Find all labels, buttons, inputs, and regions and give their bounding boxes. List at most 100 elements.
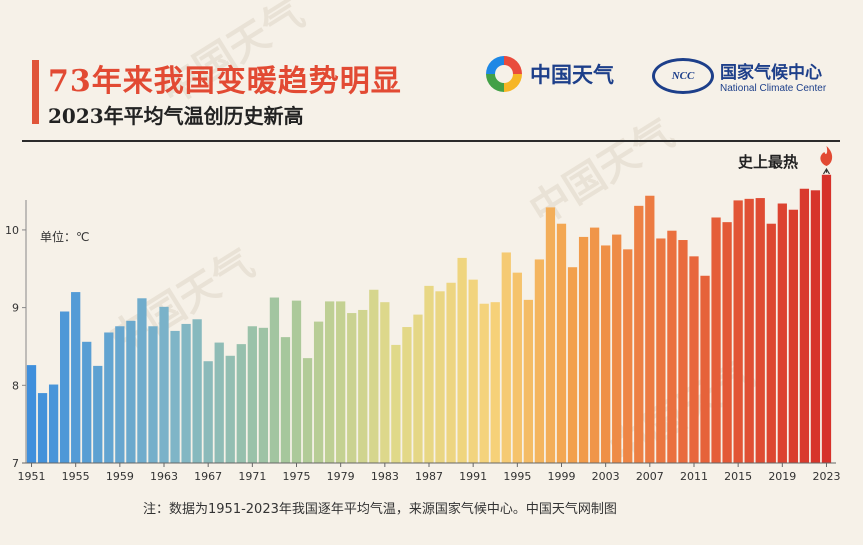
bar-1986: [413, 314, 423, 463]
bar-1963: [159, 306, 169, 463]
x-tick-label: 2007: [636, 470, 664, 483]
x-tick-label: 1959: [106, 470, 134, 483]
bar-2009: [667, 230, 677, 463]
bar-2008: [656, 238, 666, 463]
bar-1985: [402, 327, 412, 463]
x-tick-label: 2015: [724, 470, 752, 483]
bar-2015: [733, 200, 743, 463]
bar-2012: [700, 275, 710, 463]
bar-2000: [567, 267, 578, 463]
cma-logo-name: 中国天气: [530, 63, 614, 87]
bar-2022: [810, 190, 821, 464]
cma-logo: 中国天气: [486, 56, 614, 92]
bar-2018: [766, 223, 776, 463]
bar-1981: [358, 309, 368, 463]
x-tick-label: 1991: [459, 470, 487, 483]
chart-title: 73年来我国变暖趋势明显: [48, 64, 402, 99]
bar-1958: [104, 332, 114, 463]
x-tick-label: 1971: [238, 470, 266, 483]
chart-subtitle: 2023年平均气温创历史新高: [48, 104, 304, 128]
bar-2020: [788, 209, 798, 463]
bar-1966: [192, 319, 202, 463]
bar-1990: [457, 257, 467, 463]
bar-1984: [391, 344, 401, 463]
header-divider: [22, 140, 840, 142]
bar-2023: [821, 174, 832, 463]
bar-1979: [336, 301, 346, 463]
bar-1997: [534, 259, 545, 463]
bar-1998: [545, 207, 556, 463]
bar-2017: [755, 198, 765, 463]
x-tick-label: 2011: [680, 470, 708, 483]
bar-2021: [799, 188, 810, 463]
bar-2010: [678, 240, 688, 463]
bar-1964: [170, 330, 180, 463]
x-tick-label: 1983: [371, 470, 399, 483]
bar-1955: [71, 292, 81, 463]
bar-1978: [324, 301, 335, 463]
bar-1989: [446, 282, 456, 463]
bar-2019: [777, 203, 787, 463]
bar-2005: [623, 249, 633, 463]
bar-1961: [137, 298, 147, 463]
bar-2014: [722, 222, 732, 463]
bar-1977: [313, 321, 324, 463]
bar-1965: [181, 323, 191, 463]
record-annotation: 史上最热: [738, 153, 799, 171]
x-tick-label: 1995: [503, 470, 531, 483]
bar-1996: [523, 299, 533, 463]
bar-1953: [48, 384, 59, 463]
bar-1960: [126, 320, 136, 463]
bar-1988: [435, 291, 445, 463]
bar-1994: [501, 252, 511, 463]
bar-1969: [225, 355, 235, 463]
bar-1973: [269, 297, 280, 463]
bar-1957: [93, 365, 103, 463]
bar-1980: [347, 313, 357, 463]
bar-2002: [589, 227, 600, 463]
y-axis-unit-label: 单位：℃: [40, 230, 90, 244]
x-tick-label: 2023: [812, 470, 840, 483]
x-tick-label: 1967: [194, 470, 222, 483]
cma-swirl-icon: [486, 56, 522, 92]
bar-1951: [26, 365, 37, 463]
x-tick-label: 2019: [768, 470, 796, 483]
title-accent-bar: [32, 60, 39, 124]
x-tick-label: 1951: [18, 470, 46, 483]
y-tick-label: 10: [5, 224, 19, 237]
y-tick-label: 8: [12, 379, 19, 392]
x-tick-label: 1975: [283, 470, 311, 483]
bar-1995: [512, 272, 522, 463]
footnote: 注：数据为1951-2023年我国逐年平均气温，来源国家气候中心。中国天气网制图: [143, 502, 617, 517]
x-tick-label: 2003: [592, 470, 620, 483]
bar-2006: [634, 205, 644, 463]
bar-1959: [115, 326, 125, 463]
ncc-logo-name-en: National Climate Center: [720, 83, 827, 94]
y-tick-label: 9: [12, 302, 19, 315]
bar-1993: [490, 302, 500, 463]
x-tick-label: 1979: [327, 470, 355, 483]
bar-2011: [689, 256, 699, 463]
bar-2001: [578, 236, 589, 463]
bar-1970: [236, 344, 246, 463]
bar-1956: [82, 341, 92, 463]
bar-1954: [60, 311, 70, 463]
bar-1992: [479, 303, 489, 463]
bar-1991: [468, 279, 478, 463]
ncc-logo-name-cn: 国家气候中心: [720, 63, 822, 83]
bar-1983: [380, 302, 390, 463]
x-tick-label: 1955: [62, 470, 90, 483]
bar-1968: [214, 342, 224, 463]
bar-2007: [645, 195, 655, 464]
bar-1952: [37, 393, 48, 463]
bar-2013: [711, 217, 721, 463]
bar-1982: [369, 289, 379, 463]
flame-icon: [820, 146, 833, 166]
y-tick-label: 7: [12, 457, 19, 470]
bar-2016: [744, 198, 754, 463]
bar-2003: [601, 245, 611, 463]
x-tick-label: 1987: [415, 470, 443, 483]
bar-1976: [302, 358, 313, 463]
bar-1999: [556, 223, 567, 463]
